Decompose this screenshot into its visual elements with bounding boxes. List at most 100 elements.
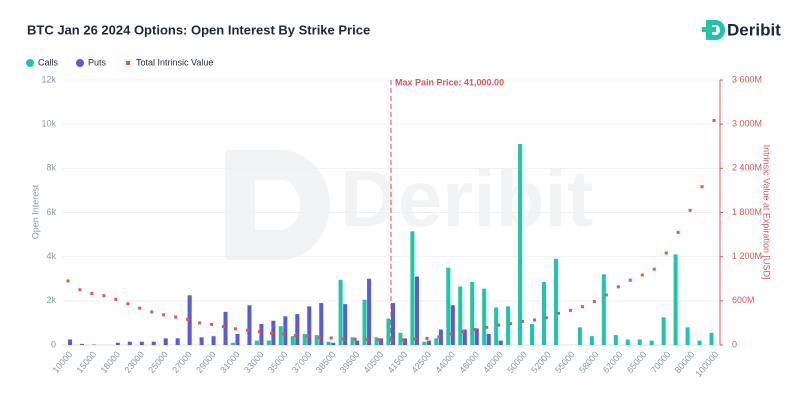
bar — [231, 343, 235, 345]
bar — [224, 312, 228, 345]
bar — [554, 259, 558, 345]
bar — [482, 289, 486, 345]
x-tick-label: 15000 — [75, 349, 99, 375]
bar — [434, 338, 438, 345]
intrinsic-point — [401, 338, 404, 341]
intrinsic-point — [330, 337, 333, 340]
intrinsic-point — [641, 274, 644, 277]
intrinsic-point — [342, 337, 345, 340]
bar — [458, 286, 462, 345]
bar — [470, 282, 474, 345]
x-tick-label: 18000 — [98, 349, 122, 375]
bar — [140, 342, 144, 345]
intrinsic-point — [102, 294, 105, 297]
intrinsic-point — [473, 328, 476, 331]
intrinsic-point — [354, 338, 357, 341]
y2-tick-label: 1 200M — [732, 251, 762, 261]
legend-label: Puts — [88, 57, 107, 67]
intrinsic-point — [174, 316, 177, 319]
x-tick-label: 35000 — [266, 349, 290, 375]
intrinsic-point — [713, 119, 716, 122]
bar — [116, 343, 120, 345]
x-tick-label: 52000 — [529, 349, 553, 375]
y-tick-label: 8k — [46, 163, 56, 173]
bar — [128, 342, 132, 345]
max-pain-label: Max Pain Price: 41,000.00 — [395, 77, 504, 87]
bar — [638, 339, 642, 345]
bar — [506, 306, 510, 345]
bar — [255, 341, 259, 345]
bar — [80, 344, 84, 345]
x-tick-label: 25000 — [146, 349, 170, 375]
y2-tick-label: 3 000M — [732, 119, 762, 129]
bar — [626, 339, 630, 345]
y2-tick-label: 3 600M — [732, 74, 762, 84]
intrinsic-point — [318, 336, 321, 339]
intrinsic-point — [78, 288, 81, 291]
bar — [291, 336, 295, 345]
bar — [602, 274, 606, 345]
legend-swatch — [126, 61, 130, 65]
bar — [422, 342, 426, 345]
intrinsic-point — [270, 332, 273, 335]
intrinsic-point — [653, 268, 656, 271]
x-tick-label: 58000 — [577, 349, 601, 375]
intrinsic-point — [677, 231, 680, 234]
intrinsic-point — [701, 185, 704, 188]
bar — [698, 341, 702, 345]
intrinsic-point — [569, 309, 572, 312]
bar — [327, 342, 331, 345]
bar — [164, 338, 168, 345]
intrinsic-point — [210, 323, 213, 326]
bar — [367, 279, 371, 345]
intrinsic-point — [258, 330, 261, 333]
bar — [283, 316, 287, 345]
x-tick-label: 50000 — [505, 349, 529, 375]
bar — [686, 327, 690, 345]
intrinsic-point — [509, 322, 512, 325]
x-tick-label: 55000 — [553, 349, 577, 375]
bar — [674, 254, 678, 345]
intrinsic-point — [437, 335, 440, 338]
intrinsic-point — [234, 327, 237, 330]
intrinsic-point — [521, 320, 524, 323]
bar — [235, 334, 239, 345]
y2-tick-label: 1 800M — [732, 207, 762, 217]
intrinsic-point — [665, 251, 668, 254]
intrinsic-point — [593, 300, 596, 303]
x-tick-label: 31000 — [218, 349, 242, 375]
bar — [427, 341, 431, 345]
x-tick-label: 23000 — [122, 349, 146, 375]
bar — [355, 341, 359, 345]
legend-swatch — [26, 59, 34, 67]
intrinsic-point — [461, 330, 464, 333]
x-tick-label: 80000 — [673, 349, 697, 375]
intrinsic-point — [366, 338, 369, 341]
brand-logo — [702, 20, 725, 40]
y-tick-label: 10k — [41, 119, 56, 129]
x-tick-label: 48000 — [481, 349, 505, 375]
bar — [279, 326, 283, 345]
intrinsic-point — [413, 338, 416, 341]
bar — [152, 342, 156, 345]
bar — [410, 231, 414, 345]
legend-label: Calls — [38, 57, 59, 67]
x-tick-label: 65000 — [625, 349, 649, 375]
intrinsic-point — [629, 279, 632, 282]
x-tick-label: 70000 — [649, 349, 673, 375]
bar — [200, 337, 204, 345]
bar — [295, 314, 299, 345]
x-tick-label: 44000 — [433, 349, 457, 375]
x-tick-label: 27000 — [170, 349, 194, 375]
x-tick-label: 33000 — [242, 349, 266, 375]
intrinsic-point — [222, 325, 225, 328]
bar — [451, 305, 455, 345]
bar — [339, 280, 343, 345]
intrinsic-point — [114, 298, 117, 301]
x-tick-label: 100000 — [693, 349, 720, 378]
intrinsic-point — [425, 337, 428, 340]
y-axis-title: Open Interest — [30, 184, 40, 239]
intrinsic-point — [533, 318, 536, 321]
intrinsic-point — [581, 305, 584, 308]
